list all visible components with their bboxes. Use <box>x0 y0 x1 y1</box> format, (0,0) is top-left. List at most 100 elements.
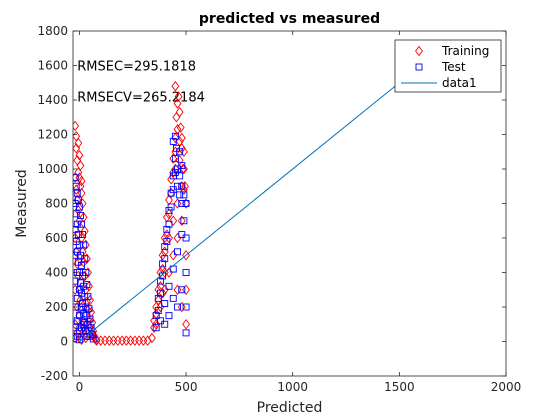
point-test-92 <box>161 300 169 307</box>
annotation-0: RMSEC=295.1818 <box>77 60 196 75</box>
point-training-8 <box>79 212 88 223</box>
point-training-91 <box>179 163 188 175</box>
point-training-118 <box>169 250 178 261</box>
y-tick-label: 800 <box>45 197 68 211</box>
point-test-65 <box>163 225 171 233</box>
point-test-45 <box>73 251 79 259</box>
point-test-83 <box>167 203 175 211</box>
point-training-31 <box>81 284 90 295</box>
point-test-44 <box>83 332 91 340</box>
point-test-91 <box>157 317 164 325</box>
point-test-64 <box>161 243 169 251</box>
point-training-76 <box>147 332 156 344</box>
plot-marks <box>73 65 421 346</box>
point-test-62 <box>157 277 164 285</box>
point-training-96 <box>154 284 163 295</box>
x-tick-label: 0 <box>76 380 84 394</box>
point-test-81 <box>163 237 171 245</box>
point-test-47 <box>75 286 83 294</box>
y-tick-label: 1200 <box>37 128 68 142</box>
point-test-87 <box>176 191 184 199</box>
point-test-77 <box>154 307 162 314</box>
point-training-88 <box>173 124 182 135</box>
point-test-49 <box>80 320 88 328</box>
point-training-108 <box>174 91 183 102</box>
legend: Training Test data1 <box>394 39 502 93</box>
point-test-108 <box>178 162 186 170</box>
point-training-129 <box>165 232 173 244</box>
point-test-97 <box>182 269 190 276</box>
point-training-131 <box>158 287 167 299</box>
point-training-53 <box>73 319 80 330</box>
point-test-73 <box>178 182 186 190</box>
point-test-100 <box>178 286 186 294</box>
point-test-75 <box>182 200 190 207</box>
point-training-100 <box>162 212 171 223</box>
point-test-7 <box>79 231 87 239</box>
point-training-60 <box>76 160 85 171</box>
legend-label-training: Training <box>441 44 489 58</box>
y-tick-label: 1400 <box>37 93 68 107</box>
x-tick-label: 1000 <box>277 380 308 394</box>
point-test-95 <box>174 248 181 256</box>
point-test-36 <box>74 258 82 266</box>
y-tick-label: 600 <box>45 231 68 245</box>
point-training-42 <box>76 294 85 306</box>
point-training-50 <box>75 310 84 321</box>
point-test-106 <box>171 132 179 140</box>
point-test-104 <box>161 320 169 328</box>
annotation-1: RMSECV=265.2184 <box>77 91 205 106</box>
y-tick-label: 0 <box>60 335 68 349</box>
point-training-92 <box>181 181 189 192</box>
point-training-125 <box>173 284 182 295</box>
x-tick-label: 2000 <box>491 380 522 394</box>
x-tick-label: 500 <box>175 380 198 394</box>
y-tick-label: 400 <box>45 266 68 280</box>
point-training-22 <box>73 184 81 195</box>
point-test-89 <box>180 217 188 225</box>
point-test-78 <box>157 289 164 297</box>
point-test-107 <box>176 148 184 156</box>
point-test-60 <box>152 312 160 320</box>
point-training-11 <box>82 253 91 264</box>
point-test-57 <box>73 324 79 332</box>
point-test-96 <box>178 231 186 239</box>
point-training-59 <box>75 149 84 161</box>
point-test-41 <box>80 310 88 318</box>
point-test-5 <box>77 212 84 220</box>
point-test-40 <box>79 300 87 307</box>
point-training-134 <box>179 146 188 157</box>
series-line-data1 <box>79 65 421 342</box>
point-test-80 <box>161 255 169 263</box>
point-training-128 <box>177 181 186 192</box>
point-training-127 <box>173 198 182 209</box>
point-test-2 <box>73 189 81 197</box>
point-training-98 <box>158 250 167 261</box>
point-training-126 <box>169 215 178 226</box>
point-training-0 <box>73 120 80 132</box>
point-test-82 <box>165 220 173 228</box>
point-test-99 <box>182 329 190 337</box>
y-axis-title: Measured <box>14 169 30 237</box>
point-test-98 <box>182 303 190 311</box>
point-test-38 <box>77 279 84 287</box>
point-training-77 <box>150 322 158 333</box>
point-test-86 <box>174 182 181 190</box>
point-training-10 <box>81 239 90 251</box>
point-training-122 <box>182 284 190 295</box>
point-test-63 <box>159 260 167 268</box>
point-test-88 <box>178 200 186 207</box>
point-training-58 <box>74 137 83 149</box>
annotations: RMSEC=295.1818 RMSECV=265.2184 <box>77 60 205 106</box>
point-test-74 <box>180 191 188 199</box>
point-test-85 <box>171 168 179 176</box>
legend-symbol-training <box>415 45 423 57</box>
y-tick-label: -200 <box>41 369 68 383</box>
y-tick-label: 1600 <box>37 59 68 73</box>
point-training-133 <box>175 155 184 166</box>
chart-title: predicted vs measured <box>199 11 380 27</box>
point-training-21 <box>73 172 80 183</box>
point-test-18 <box>73 200 79 207</box>
point-training-123 <box>182 319 190 330</box>
